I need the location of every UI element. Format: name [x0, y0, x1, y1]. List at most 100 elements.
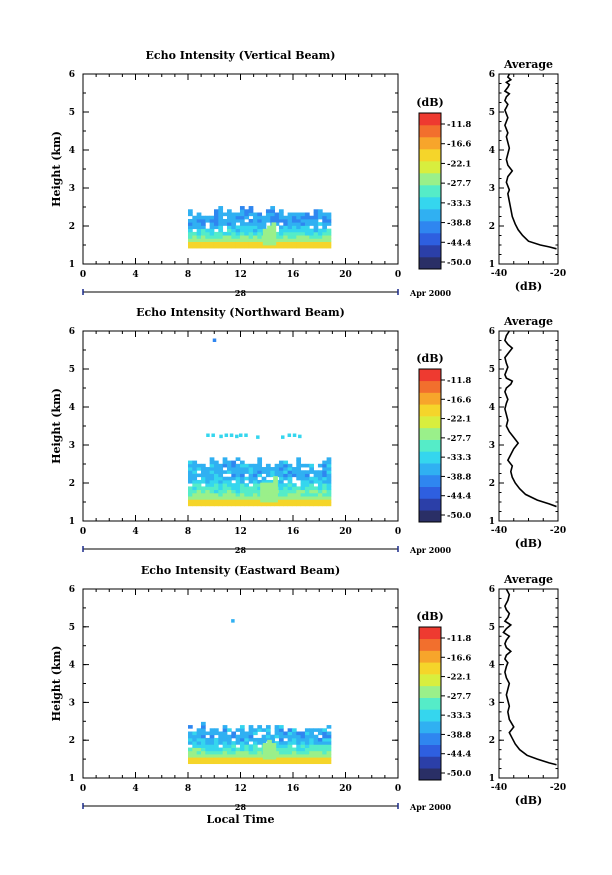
echo-cell — [322, 757, 327, 761]
echo-cell — [218, 235, 224, 239]
echo-cell — [231, 470, 237, 474]
echo-cell — [273, 492, 278, 496]
echo-cell — [218, 476, 224, 481]
echo-cell — [239, 492, 245, 497]
echo-cell — [278, 241, 284, 246]
echo-cell — [213, 757, 219, 761]
echo-cell — [309, 499, 314, 503]
echo-cell — [188, 750, 193, 755]
echo-cell — [271, 238, 277, 243]
chart-title: Echo Intensity (Eastward Beam) — [141, 564, 340, 577]
echo-cell — [283, 492, 289, 497]
x-tick-label: 0 — [80, 784, 86, 794]
echo-cell — [287, 238, 293, 242]
colorbar-swatch — [419, 380, 441, 393]
echo-cell — [252, 760, 258, 765]
echo-cell — [326, 457, 332, 461]
echo-cell — [239, 206, 245, 210]
colorbar: (dB) -11.8 -16.6 -22.1 -27.7 -33.3 -38.8 -44.4 -… — [416, 96, 471, 270]
echo-cell — [196, 222, 202, 226]
x-tick-label: 0 — [395, 527, 401, 537]
colorbar-swatch — [419, 451, 441, 464]
echo-cell — [267, 241, 272, 246]
echo-cell — [196, 228, 202, 233]
echo-cell — [218, 222, 224, 226]
echo-cell — [235, 231, 241, 236]
colorbar-swatch — [419, 185, 441, 198]
echo-point — [229, 433, 234, 437]
echo-cell — [313, 744, 319, 748]
echo-cell — [287, 215, 293, 220]
echo-cell — [326, 496, 332, 500]
echo-cell — [188, 737, 193, 742]
x-tick-label: 0 — [395, 270, 401, 280]
echo-cell — [309, 215, 314, 220]
echo-cell — [322, 467, 327, 471]
echo-cell — [322, 492, 327, 497]
echo-cell — [213, 731, 219, 736]
average-y-tick-label: 2 — [489, 222, 495, 232]
colorbar-tick-label: -50.0 — [447, 511, 471, 521]
echo-cell — [226, 760, 232, 765]
echo-cell — [304, 463, 310, 468]
echo-cell — [322, 496, 327, 500]
echo-cell — [231, 231, 237, 236]
average-y-tick-label: 2 — [489, 479, 495, 489]
echo-cell — [309, 241, 314, 246]
echo-cell — [196, 754, 202, 758]
echo-cell — [196, 744, 202, 748]
echo-cell — [226, 502, 232, 507]
echo-cell — [226, 757, 232, 761]
echo-cell — [296, 463, 302, 468]
echo-cell — [196, 741, 202, 745]
x-tick-label: 20 — [339, 270, 352, 280]
echo-cell — [252, 231, 258, 236]
colorbar-swatch — [419, 439, 441, 452]
echo-cell — [226, 467, 232, 471]
echo-cell — [213, 467, 219, 471]
echo-cell — [239, 728, 245, 732]
echo-cell — [218, 473, 224, 478]
echo-cell — [268, 489, 274, 493]
echo-cell — [283, 225, 289, 230]
echo-cell — [317, 209, 323, 213]
echo-cell — [274, 744, 280, 748]
echo-cell — [326, 741, 332, 745]
echo-cell — [300, 228, 306, 233]
echo-cell — [265, 218, 271, 223]
echo-cell — [278, 228, 284, 233]
echo-cell — [278, 744, 284, 748]
echo-cell — [296, 238, 302, 242]
echo-cell — [317, 499, 323, 503]
echo-cell — [257, 737, 263, 742]
echo-cell — [322, 741, 327, 745]
echo-cell — [188, 747, 193, 752]
echo-cell — [209, 741, 215, 745]
echo-cell — [264, 492, 270, 496]
average-y-tick-label: 3 — [489, 184, 495, 194]
echo-cell — [196, 463, 202, 468]
echo-cell — [200, 734, 206, 739]
echo-cell — [244, 747, 250, 752]
colorbar-swatch — [419, 221, 441, 234]
colorbar-swatch — [419, 173, 441, 186]
echo-cell — [248, 760, 254, 765]
echo-cell — [287, 212, 293, 217]
echo-cell — [262, 238, 268, 243]
echo-cell — [264, 485, 270, 490]
echo-cell — [226, 499, 232, 503]
echo-cell — [287, 479, 293, 484]
echo-cell — [196, 238, 202, 242]
echo-cell — [200, 502, 206, 507]
echo-cell — [257, 225, 263, 230]
echo-cell — [317, 228, 323, 233]
echo-cell — [322, 750, 327, 755]
echo-cell — [192, 502, 198, 507]
colorbar-swatch — [419, 756, 441, 769]
echo-cell — [213, 489, 219, 494]
echo-cell — [239, 479, 245, 484]
echo-cell — [278, 747, 284, 752]
echo-cell — [300, 754, 306, 758]
echo-cell — [200, 470, 206, 474]
echo-cell — [239, 467, 245, 471]
